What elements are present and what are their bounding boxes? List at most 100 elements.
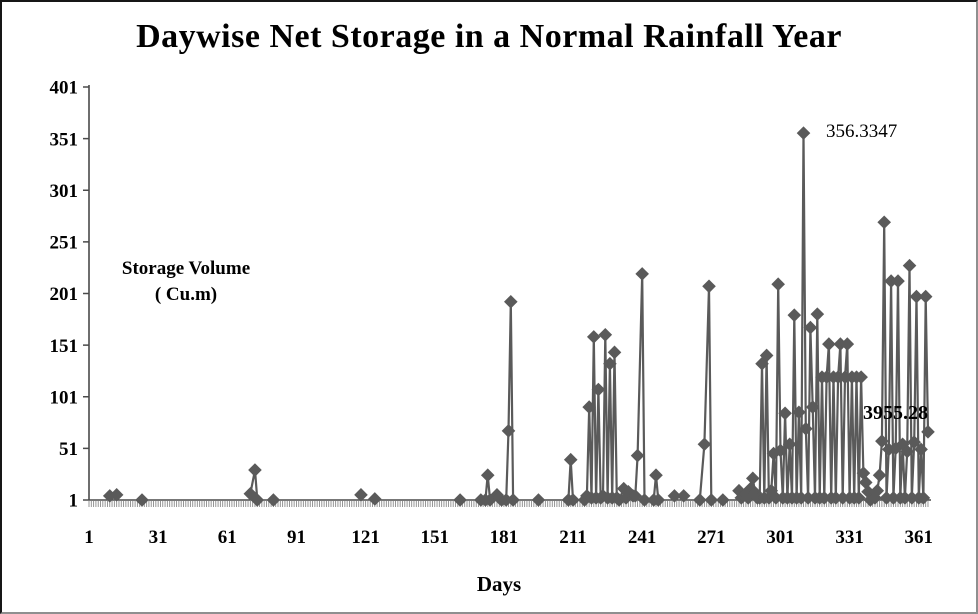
y-tick-label: 151: [50, 336, 79, 357]
data-point-marker: [856, 466, 871, 480]
data-point-marker: [766, 446, 781, 461]
data-point-marker: [905, 491, 919, 505]
x-tick-label: 151: [420, 527, 449, 548]
data-point-marker: [697, 437, 712, 452]
data-point-marker: [480, 468, 495, 483]
data-point-marker: [787, 308, 802, 322]
data-point-marker: [875, 434, 889, 448]
y-tick-label: 1: [69, 491, 79, 512]
data-point-marker: [704, 493, 719, 507]
x-tick-label: 241: [628, 527, 657, 548]
data-point-marker: [748, 485, 762, 500]
x-tick-label: 91: [287, 527, 306, 548]
x-tick-label: 361: [905, 527, 934, 548]
data-point-marker: [794, 491, 809, 505]
y-tick-label: 351: [50, 129, 79, 150]
y-tick-label: 201: [50, 284, 79, 305]
data-point-marker: [499, 493, 513, 507]
data-point-marker: [914, 442, 928, 457]
y-axis-title-line1: Storage Volume: [121, 258, 251, 279]
data-point-marker: [368, 492, 382, 506]
data-point-marker: [810, 307, 825, 321]
data-point-marker: [877, 215, 891, 230]
data-point-marker: [778, 406, 792, 421]
y-axis-title: Storage Volume ( Cu.m): [95, 256, 277, 308]
data-point-marker: [598, 328, 613, 342]
data-point-marker: [872, 468, 887, 483]
y-axis-title-line2: ( Cu.m): [154, 284, 218, 305]
data-point-marker: [902, 258, 917, 273]
data-point-marker: [879, 491, 894, 505]
y-tick-label: 251: [50, 233, 79, 254]
data-point-marker: [266, 493, 281, 507]
data-point-marker: [819, 370, 834, 384]
data-point-marker: [854, 370, 868, 384]
data-point-marker: [732, 483, 746, 498]
data-point-marker: [773, 443, 788, 458]
data-point-marker: [566, 493, 580, 507]
y-tick-label: 401: [50, 78, 79, 99]
y-tick-label: 301: [50, 181, 79, 202]
data-point-marker: [828, 491, 843, 505]
data-point-marker: [916, 491, 931, 505]
data-point-marker: [692, 493, 707, 507]
data-point-marker: [716, 493, 730, 507]
x-tick-label: 31: [149, 527, 168, 548]
data-point-marker: [918, 289, 933, 304]
data-point-marker: [637, 493, 652, 507]
data-point-marker: [801, 491, 815, 505]
data-point-marker: [741, 491, 756, 505]
x-tick-label: 181: [490, 527, 519, 548]
data-point-marker: [803, 320, 818, 335]
data-point-marker: [909, 289, 924, 304]
data-point-marker: [831, 370, 845, 384]
data-point-marker: [858, 475, 873, 490]
data-point-marker: [817, 491, 832, 505]
data-point-marker: [907, 435, 921, 449]
data-point-marker: [453, 493, 467, 507]
x-tick-label: 1: [84, 527, 94, 548]
data-point-marker: [891, 274, 905, 288]
x-tick-label: 121: [351, 527, 380, 548]
data-point-marker: [109, 488, 124, 502]
data-point-marker: [501, 424, 516, 438]
data-point-marker: [838, 370, 852, 384]
data-point-marker: [782, 437, 797, 452]
data-point-marker: [799, 421, 813, 436]
data-point-marker: [759, 348, 774, 363]
data-point-marker: [840, 337, 855, 351]
data-point-marker: [835, 491, 850, 505]
data-point-marker: [582, 400, 596, 414]
data-point-marker: [651, 493, 666, 507]
data-point-marker: [805, 400, 820, 414]
data-point-marker: [796, 126, 811, 140]
series-line: [249, 133, 930, 502]
data-point-marker: [503, 294, 518, 309]
y-tick-label: 101: [50, 387, 79, 408]
data-point-marker: [586, 330, 601, 344]
data-point-marker: [900, 444, 915, 459]
data-point-marker: [506, 493, 520, 507]
data-point-marker: [886, 491, 901, 505]
data-point-marker: [676, 489, 691, 503]
x-tick-label: 331: [835, 527, 864, 548]
data-point-marker: [870, 483, 885, 498]
data-point-marker: [746, 471, 760, 486]
x-tick-label: 211: [559, 527, 586, 548]
data-point-marker: [591, 382, 606, 397]
data-point-marker: [769, 491, 783, 505]
chart-title: Daywise Net Storage in a Normal Rainfall…: [136, 18, 842, 55]
data-point-marker: [616, 481, 631, 496]
data-point-marker: [531, 493, 546, 507]
data-point-marker: [833, 337, 848, 351]
data-point-marker: [649, 468, 663, 483]
data-point-marker: [563, 452, 578, 467]
data-point-marker: [792, 405, 806, 420]
data-point-marker: [250, 493, 265, 507]
data-point-marker: [771, 277, 785, 292]
data-point-marker: [603, 356, 617, 371]
data-point-marker: [607, 345, 622, 360]
x-axis-title: Days: [476, 572, 522, 596]
